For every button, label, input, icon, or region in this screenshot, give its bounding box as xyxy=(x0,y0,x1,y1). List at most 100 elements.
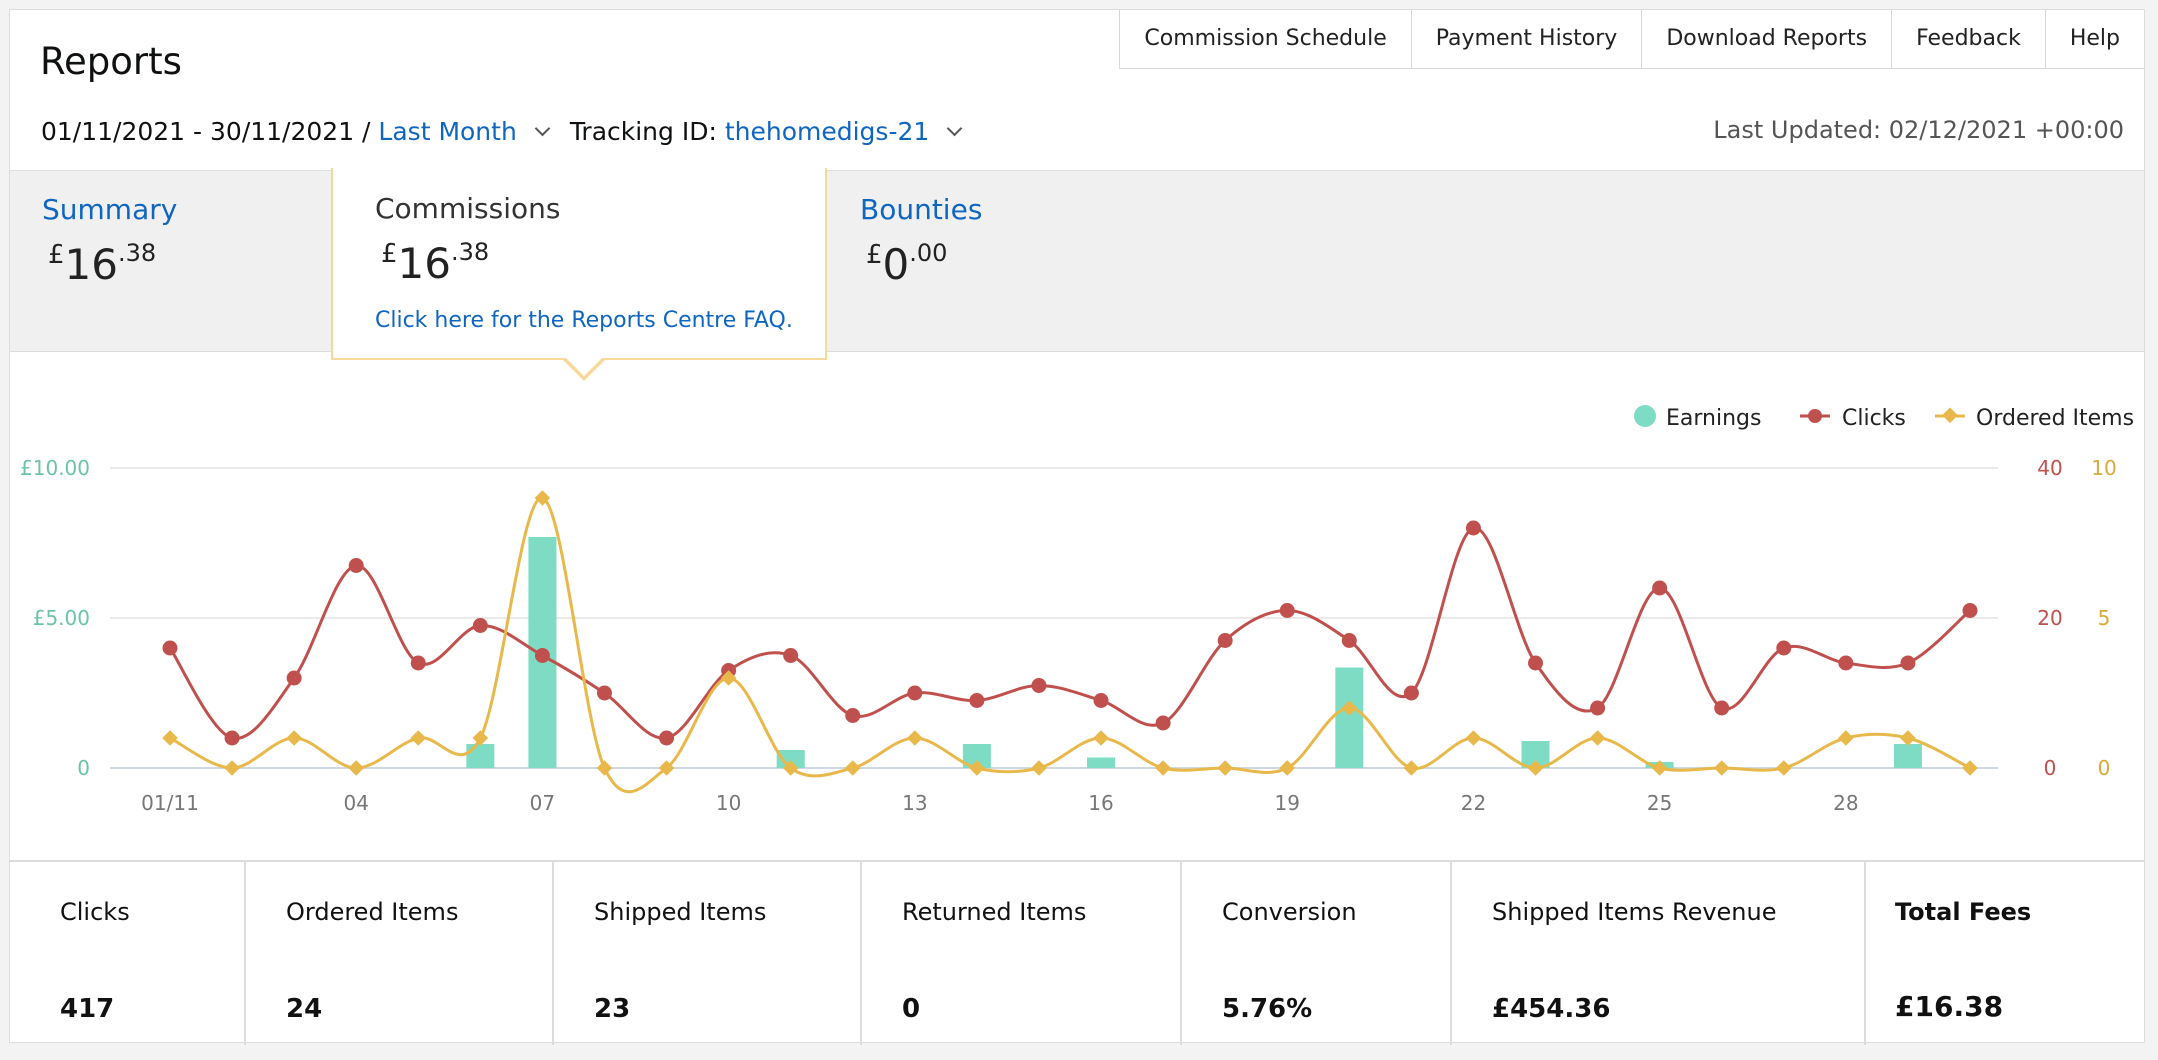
clicks-point[interactable] xyxy=(348,558,364,573)
stat-returned-items: Returned Items 0 xyxy=(862,862,1182,1045)
clicks-point[interactable] xyxy=(907,685,923,701)
clicks-point[interactable] xyxy=(1714,700,1730,716)
stat-label: Clicks xyxy=(60,898,130,926)
stat-shipped-items: Shipped Items 23 xyxy=(554,862,862,1045)
help-link[interactable]: Help xyxy=(2069,26,2120,51)
payment-history-link[interactable]: Payment History xyxy=(1412,10,1643,68)
ordered-items-point[interactable] xyxy=(1589,730,1606,746)
clicks-point[interactable] xyxy=(224,730,240,746)
tracking-id-dropdown[interactable]: thehomedigs-21 xyxy=(724,117,930,146)
legend-clicks[interactable]: Clicks xyxy=(1842,406,1906,431)
y-tick-items: 5 xyxy=(2098,606,2111,630)
clicks-point[interactable] xyxy=(969,693,985,708)
feedback-link[interactable]: Feedback xyxy=(1892,10,2046,68)
earnings-bar[interactable] xyxy=(776,750,805,768)
clicks-point[interactable] xyxy=(162,640,178,656)
ordered-items-point[interactable] xyxy=(1093,730,1109,746)
clicks-point[interactable] xyxy=(1838,655,1854,671)
ordered-items-point[interactable] xyxy=(410,730,427,746)
ordered-items-point[interactable] xyxy=(1155,760,1171,776)
chevron-down-icon[interactable] xyxy=(534,120,551,137)
clicks-point[interactable] xyxy=(410,655,426,671)
clicks-point[interactable] xyxy=(659,730,675,746)
legend-items-swatch xyxy=(1942,407,1958,424)
summary-amount: £16.38 xyxy=(48,239,156,289)
tab-pointer-inner xyxy=(565,357,603,376)
clicks-point[interactable] xyxy=(1217,633,1233,648)
right-axis-items: 10 5 0 xyxy=(2091,456,2116,780)
clicks-point[interactable] xyxy=(596,685,612,701)
clicks-point[interactable] xyxy=(472,618,488,633)
clicks-point[interactable] xyxy=(286,670,302,686)
tab-bounties-label[interactable]: Bounties xyxy=(860,193,983,226)
ordered-items-point[interactable] xyxy=(472,730,489,746)
reports-faq-link[interactable]: Click here for the Reports Centre FAQ. xyxy=(375,308,793,333)
clicks-point[interactable] xyxy=(1155,715,1171,731)
clicks-point[interactable] xyxy=(783,648,799,663)
commissions-amount: £16.38 xyxy=(381,238,489,288)
earnings-bar[interactable] xyxy=(1087,757,1116,769)
tab-bounties[interactable]: Bounties £0.00 xyxy=(830,171,1170,351)
ordered-items-point[interactable] xyxy=(162,730,178,746)
earnings-bar[interactable] xyxy=(1335,667,1364,769)
ordered-items-point[interactable] xyxy=(1527,760,1544,776)
clicks-point[interactable] xyxy=(1031,678,1047,693)
currency-symbol: £ xyxy=(866,240,883,270)
top-navigation: Commission Schedule Payment History Down… xyxy=(1119,10,2144,69)
clicks-point[interactable] xyxy=(1652,580,1668,596)
earnings-bar[interactable] xyxy=(466,744,495,768)
stat-label: Total Fees xyxy=(1895,898,2032,926)
period-dropdown[interactable]: Last Month xyxy=(378,117,517,146)
page-title: Reports xyxy=(40,40,182,83)
clicks-point[interactable] xyxy=(1528,655,1544,671)
ordered-items-point[interactable] xyxy=(907,730,923,746)
clicks-point[interactable] xyxy=(1590,700,1606,716)
clicks-point[interactable] xyxy=(1465,520,1481,536)
ordered-items-point[interactable] xyxy=(596,760,613,776)
ordered-items-point[interactable] xyxy=(286,730,302,746)
tab-summary-label[interactable]: Summary xyxy=(42,193,178,226)
stat-value: 23 xyxy=(594,994,631,1024)
clicks-point[interactable] xyxy=(534,648,550,663)
clicks-point[interactable] xyxy=(1403,685,1419,701)
amount-decimal: .38 xyxy=(118,239,157,267)
ordered-items-point[interactable] xyxy=(348,760,364,776)
ordered-items-point[interactable] xyxy=(1838,730,1854,746)
ordered-items-point[interactable] xyxy=(1341,700,1358,716)
clicks-point[interactable] xyxy=(845,708,861,723)
earnings-bar[interactable] xyxy=(1893,744,1922,768)
tab-commissions[interactable]: Commissions £16.38 Click here for the Re… xyxy=(331,168,827,360)
ordered-items-point[interactable] xyxy=(1031,760,1047,776)
chevron-down-icon[interactable] xyxy=(947,120,963,137)
ordered-items-point[interactable] xyxy=(1651,760,1668,776)
amount-decimal: .00 xyxy=(909,239,948,267)
ordered-items-point[interactable] xyxy=(224,760,240,776)
tab-summary[interactable]: Summary £16.38 xyxy=(10,171,330,351)
ordered-items-point[interactable] xyxy=(1713,760,1730,776)
ordered-items-point[interactable] xyxy=(1465,730,1482,746)
stat-label: Returned Items xyxy=(902,898,1087,926)
y-tick-earnings: £5.00 xyxy=(33,606,90,630)
stat-label: Shipped Items Revenue xyxy=(1492,898,1777,926)
ordered-items-point[interactable] xyxy=(1900,730,1916,746)
ordered-items-point[interactable] xyxy=(1776,760,1792,776)
clicks-point[interactable] xyxy=(1279,603,1295,618)
ordered-items-point[interactable] xyxy=(844,760,861,776)
clicks-point[interactable] xyxy=(1341,633,1357,648)
download-reports-link[interactable]: Download Reports xyxy=(1642,10,1893,68)
ordered-items-point[interactable] xyxy=(1279,760,1296,776)
clicks-point[interactable] xyxy=(1962,603,1978,618)
ordered-items-point[interactable] xyxy=(1217,760,1233,776)
clicks-point[interactable] xyxy=(1093,693,1109,708)
legend-ordered-items[interactable]: Ordered Items xyxy=(1976,406,2134,431)
ordered-items-point[interactable] xyxy=(1403,760,1420,776)
clicks-point[interactable] xyxy=(1900,655,1916,671)
x-tick-label: 07 xyxy=(530,791,555,815)
legend-earnings[interactable]: Earnings xyxy=(1666,406,1761,431)
ordered-items-point[interactable] xyxy=(1962,760,1978,776)
stat-label: Shipped Items xyxy=(594,898,767,926)
tab-commissions-label[interactable]: Commissions xyxy=(375,192,561,225)
stat-value: £16.38 xyxy=(1895,990,2004,1023)
clicks-point[interactable] xyxy=(1776,640,1792,656)
commission-schedule-link[interactable]: Commission Schedule xyxy=(1120,10,1412,68)
